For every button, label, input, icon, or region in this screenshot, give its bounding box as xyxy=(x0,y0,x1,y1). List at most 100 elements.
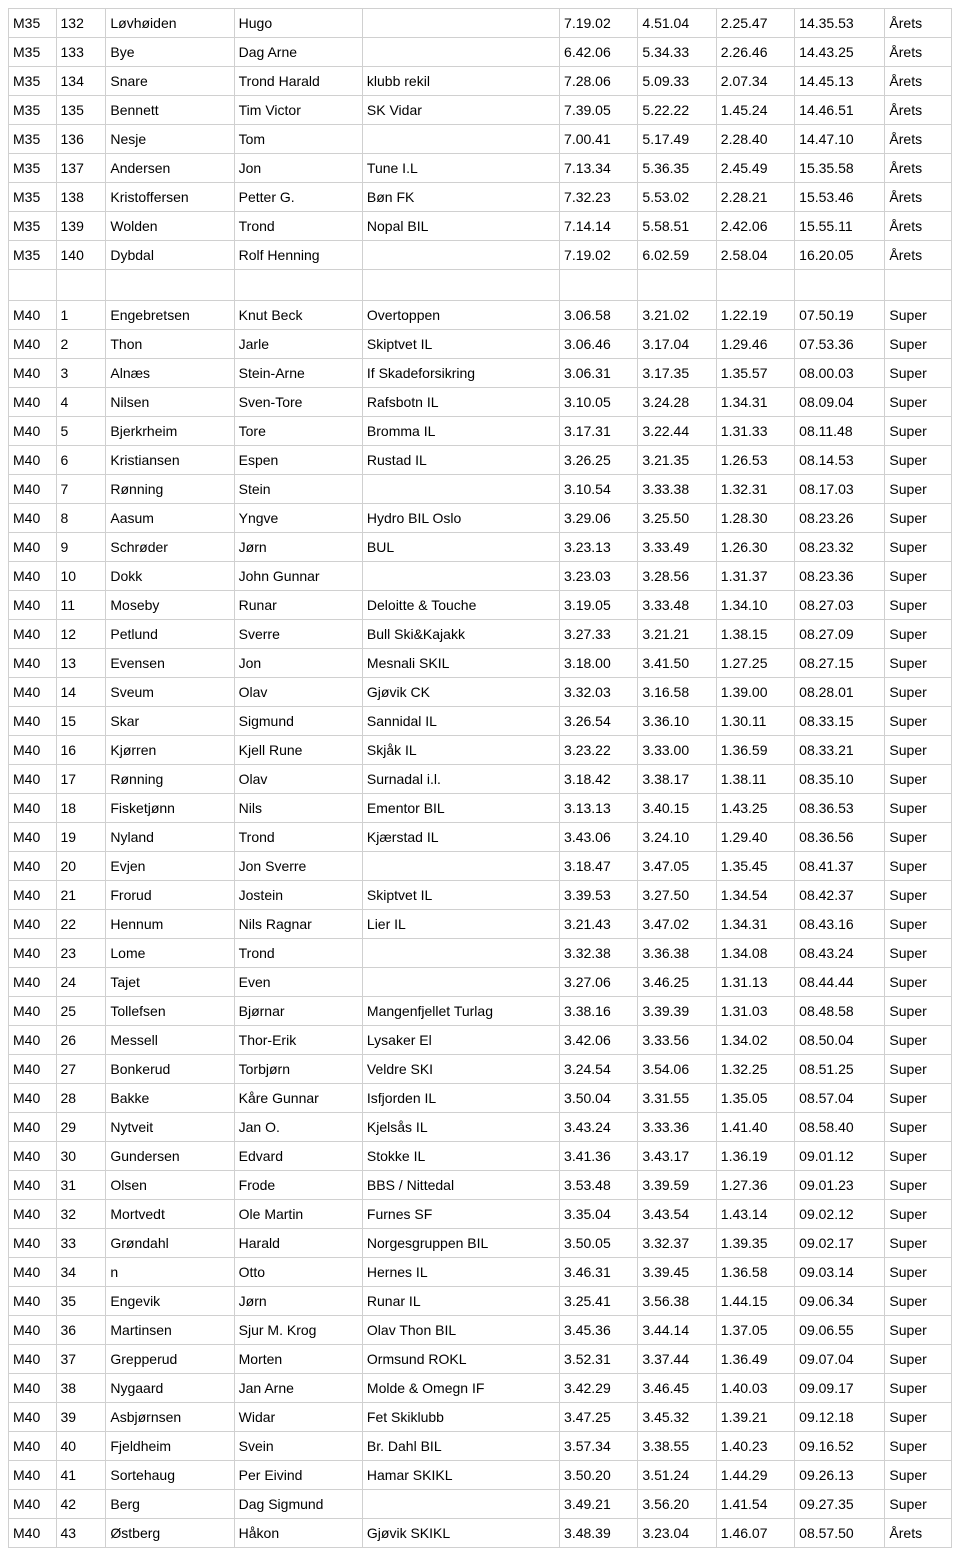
table-row: M4024TajetEven3.27.063.46.251.31.1308.44… xyxy=(9,968,952,997)
category-cell: Super xyxy=(885,1287,952,1316)
time2-cell: 3.38.17 xyxy=(638,765,716,794)
rank-cell: 134 xyxy=(56,67,106,96)
time4-cell: 09.26.13 xyxy=(795,1461,885,1490)
rank-cell: 23 xyxy=(56,939,106,968)
table-row: M4034nOttoHernes IL3.46.313.39.451.36.58… xyxy=(9,1258,952,1287)
table-row: M4021FrorudJosteinSkiptvet IL3.39.533.27… xyxy=(9,881,952,910)
firstname-cell: Dag Sigmund xyxy=(234,1490,362,1519)
firstname-cell: Olav xyxy=(234,765,362,794)
time1-cell: 3.50.20 xyxy=(560,1461,638,1490)
firstname-cell: Trond xyxy=(234,823,362,852)
class-cell: M35 xyxy=(9,212,57,241)
time3-cell: 1.31.13 xyxy=(716,968,794,997)
firstname-cell: Jon Sverre xyxy=(234,852,362,881)
category-cell: Årets xyxy=(885,241,952,270)
time1-cell: 3.26.25 xyxy=(560,446,638,475)
time3-cell: 1.37.05 xyxy=(716,1316,794,1345)
time2-cell: 3.36.10 xyxy=(638,707,716,736)
class-cell: M40 xyxy=(9,649,57,678)
lastname-cell: Østberg xyxy=(106,1519,234,1548)
category-cell: Super xyxy=(885,939,952,968)
rank-cell: 43 xyxy=(56,1519,106,1548)
class-cell: M40 xyxy=(9,823,57,852)
table-row: M403AlnæsStein-ArneIf Skadeforsikring3.0… xyxy=(9,359,952,388)
table-row: M4025TollefsenBjørnarMangenfjellet Turla… xyxy=(9,997,952,1026)
firstname-cell: Nils Ragnar xyxy=(234,910,362,939)
category-cell: Super xyxy=(885,562,952,591)
category-cell: Super xyxy=(885,1171,952,1200)
club-cell: Hernes IL xyxy=(362,1258,559,1287)
class-cell: M40 xyxy=(9,794,57,823)
club-cell: Skjåk IL xyxy=(362,736,559,765)
lastname-cell: Berg xyxy=(106,1490,234,1519)
category-cell: Super xyxy=(885,823,952,852)
table-row: M4042BergDag Sigmund3.49.213.56.201.41.5… xyxy=(9,1490,952,1519)
category-cell: Super xyxy=(885,533,952,562)
time4-cell: 14.35.53 xyxy=(795,9,885,38)
time2-cell: 3.56.38 xyxy=(638,1287,716,1316)
time4-cell: 15.53.46 xyxy=(795,183,885,212)
time1-cell: 3.13.13 xyxy=(560,794,638,823)
time2-cell: 3.39.45 xyxy=(638,1258,716,1287)
lastname-cell: n xyxy=(106,1258,234,1287)
time1-cell: 3.25.41 xyxy=(560,1287,638,1316)
club-cell: Furnes SF xyxy=(362,1200,559,1229)
class-cell: M40 xyxy=(9,504,57,533)
time3-cell: 1.34.08 xyxy=(716,939,794,968)
lastname-cell: Nilsen xyxy=(106,388,234,417)
club-cell: Lysaker El xyxy=(362,1026,559,1055)
time2-cell: 3.17.35 xyxy=(638,359,716,388)
time3-cell: 1.22.19 xyxy=(716,301,794,330)
category-cell: Årets xyxy=(885,154,952,183)
time3-cell: 2.28.21 xyxy=(716,183,794,212)
firstname-cell: John Gunnar xyxy=(234,562,362,591)
time2-cell: 3.39.39 xyxy=(638,997,716,1026)
time1-cell: 3.18.47 xyxy=(560,852,638,881)
firstname-cell: Jon xyxy=(234,154,362,183)
time4-cell: 08.36.53 xyxy=(795,794,885,823)
rank-cell: 9 xyxy=(56,533,106,562)
empty-cell xyxy=(885,270,952,301)
category-cell: Super xyxy=(885,852,952,881)
rank-cell: 11 xyxy=(56,591,106,620)
category-cell: Super xyxy=(885,1432,952,1461)
lastname-cell: Bye xyxy=(106,38,234,67)
time4-cell: 08.17.03 xyxy=(795,475,885,504)
class-cell: M40 xyxy=(9,852,57,881)
rank-cell: 17 xyxy=(56,765,106,794)
lastname-cell: Tollefsen xyxy=(106,997,234,1026)
time3-cell: 1.35.57 xyxy=(716,359,794,388)
rank-cell: 5 xyxy=(56,417,106,446)
time3-cell: 1.35.45 xyxy=(716,852,794,881)
time2-cell: 3.21.21 xyxy=(638,620,716,649)
lastname-cell: Aasum xyxy=(106,504,234,533)
class-cell: M40 xyxy=(9,1374,57,1403)
time2-cell: 3.27.50 xyxy=(638,881,716,910)
category-cell: Super xyxy=(885,678,952,707)
table-row: M4022HennumNils RagnarLier IL3.21.433.47… xyxy=(9,910,952,939)
lastname-cell: Engevik xyxy=(106,1287,234,1316)
time2-cell: 3.23.04 xyxy=(638,1519,716,1548)
table-row: M4032MortvedtOle MartinFurnes SF3.35.043… xyxy=(9,1200,952,1229)
class-cell: M40 xyxy=(9,417,57,446)
time1-cell: 3.42.06 xyxy=(560,1026,638,1055)
table-row: M4015SkarSigmundSannidal IL3.26.543.36.1… xyxy=(9,707,952,736)
lastname-cell: Hennum xyxy=(106,910,234,939)
time4-cell: 08.00.03 xyxy=(795,359,885,388)
class-cell: M40 xyxy=(9,1258,57,1287)
time1-cell: 3.45.36 xyxy=(560,1316,638,1345)
club-cell: klubb rekil xyxy=(362,67,559,96)
time1-cell: 3.23.03 xyxy=(560,562,638,591)
club-cell xyxy=(362,852,559,881)
table-row: M35140DybdalRolf Henning7.19.026.02.592.… xyxy=(9,241,952,270)
rank-cell: 12 xyxy=(56,620,106,649)
table-row: M4039AsbjørnsenWidarFet Skiklubb3.47.253… xyxy=(9,1403,952,1432)
category-cell: Årets xyxy=(885,125,952,154)
club-cell: Olav Thon BIL xyxy=(362,1316,559,1345)
time4-cell: 09.12.18 xyxy=(795,1403,885,1432)
lastname-cell: Alnæs xyxy=(106,359,234,388)
firstname-cell: Tore xyxy=(234,417,362,446)
category-cell: Super xyxy=(885,1142,952,1171)
time4-cell: 08.09.04 xyxy=(795,388,885,417)
time1-cell: 3.47.25 xyxy=(560,1403,638,1432)
